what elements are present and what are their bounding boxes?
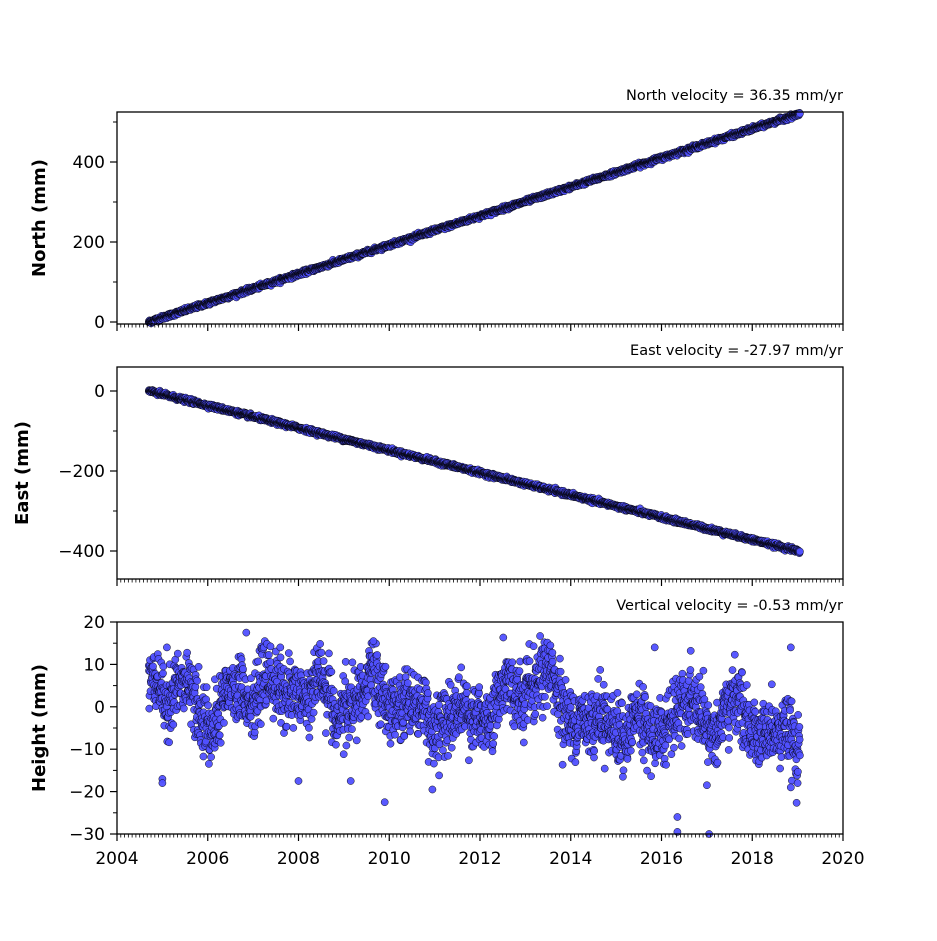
y-tick-label: 400 — [73, 153, 105, 173]
y-axis-label-north: North (mm) — [29, 159, 50, 277]
y-tick-label: 0 — [94, 313, 105, 333]
data-points-north — [145, 109, 803, 327]
y-axis-north: 0 200 400 — [73, 122, 117, 333]
panel-north: 0 200 400 North velocity = 36.35 mm/yr North… — [29, 88, 843, 333]
data-point — [796, 110, 803, 117]
x-axis-north — [117, 324, 843, 331]
panel-title-north: North velocity = 36.35 mm/yr — [626, 88, 843, 104]
data-points-east — [145, 387, 803, 557]
y-tick-label: 200 — [73, 233, 105, 253]
